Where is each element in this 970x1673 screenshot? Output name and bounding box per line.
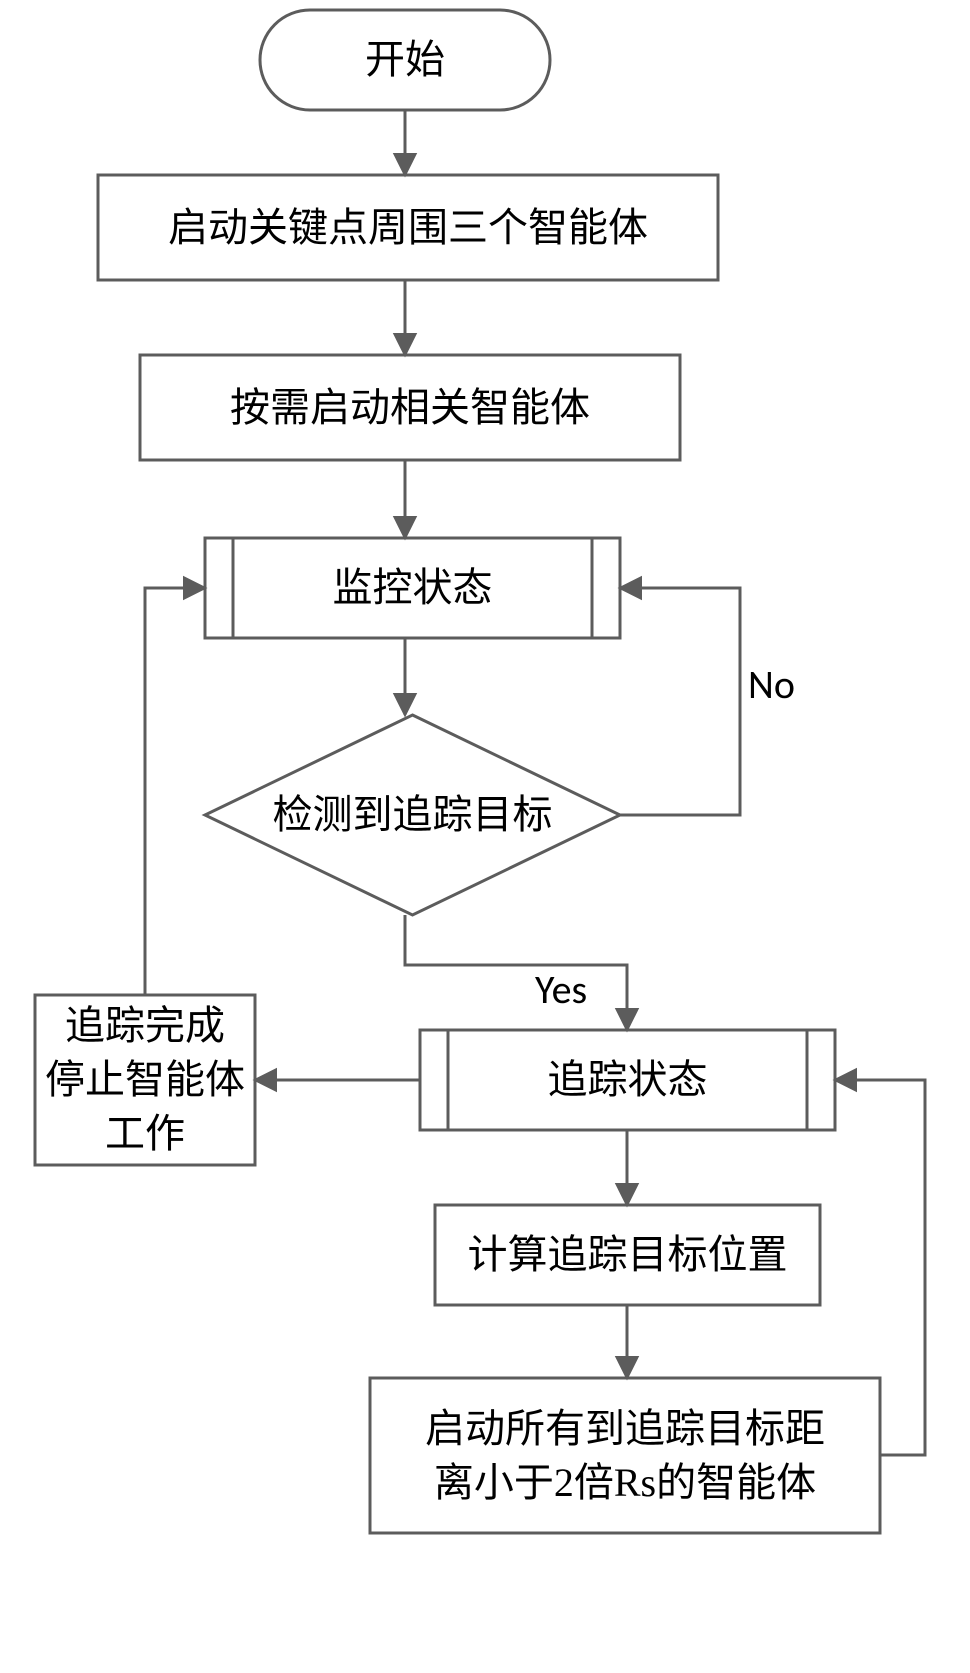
label-sub2: 追踪状态 <box>420 1030 835 1130</box>
label-p3: 追踪完成 停止智能体 工作 <box>35 995 255 1165</box>
label-p4: 计算追踪目标位置 <box>435 1205 820 1305</box>
label-p5: 启动所有到追踪目标距 离小于2倍Rs的智能体 <box>370 1378 880 1533</box>
label-start: 开始 <box>260 10 550 110</box>
label-sub1: 监控状态 <box>205 538 620 638</box>
label-p1: 启动关键点周围三个智能体 <box>98 175 718 280</box>
label-p2: 按需启动相关智能体 <box>140 355 680 460</box>
edge-p3_t-sub1_l <box>145 588 205 995</box>
edge-d1_r-sub1_r <box>620 588 740 815</box>
edge-label-yes: Yes <box>535 965 655 1015</box>
edge-label-no: No <box>748 660 868 710</box>
label-d1: 检测到追踪目标 <box>205 715 620 915</box>
